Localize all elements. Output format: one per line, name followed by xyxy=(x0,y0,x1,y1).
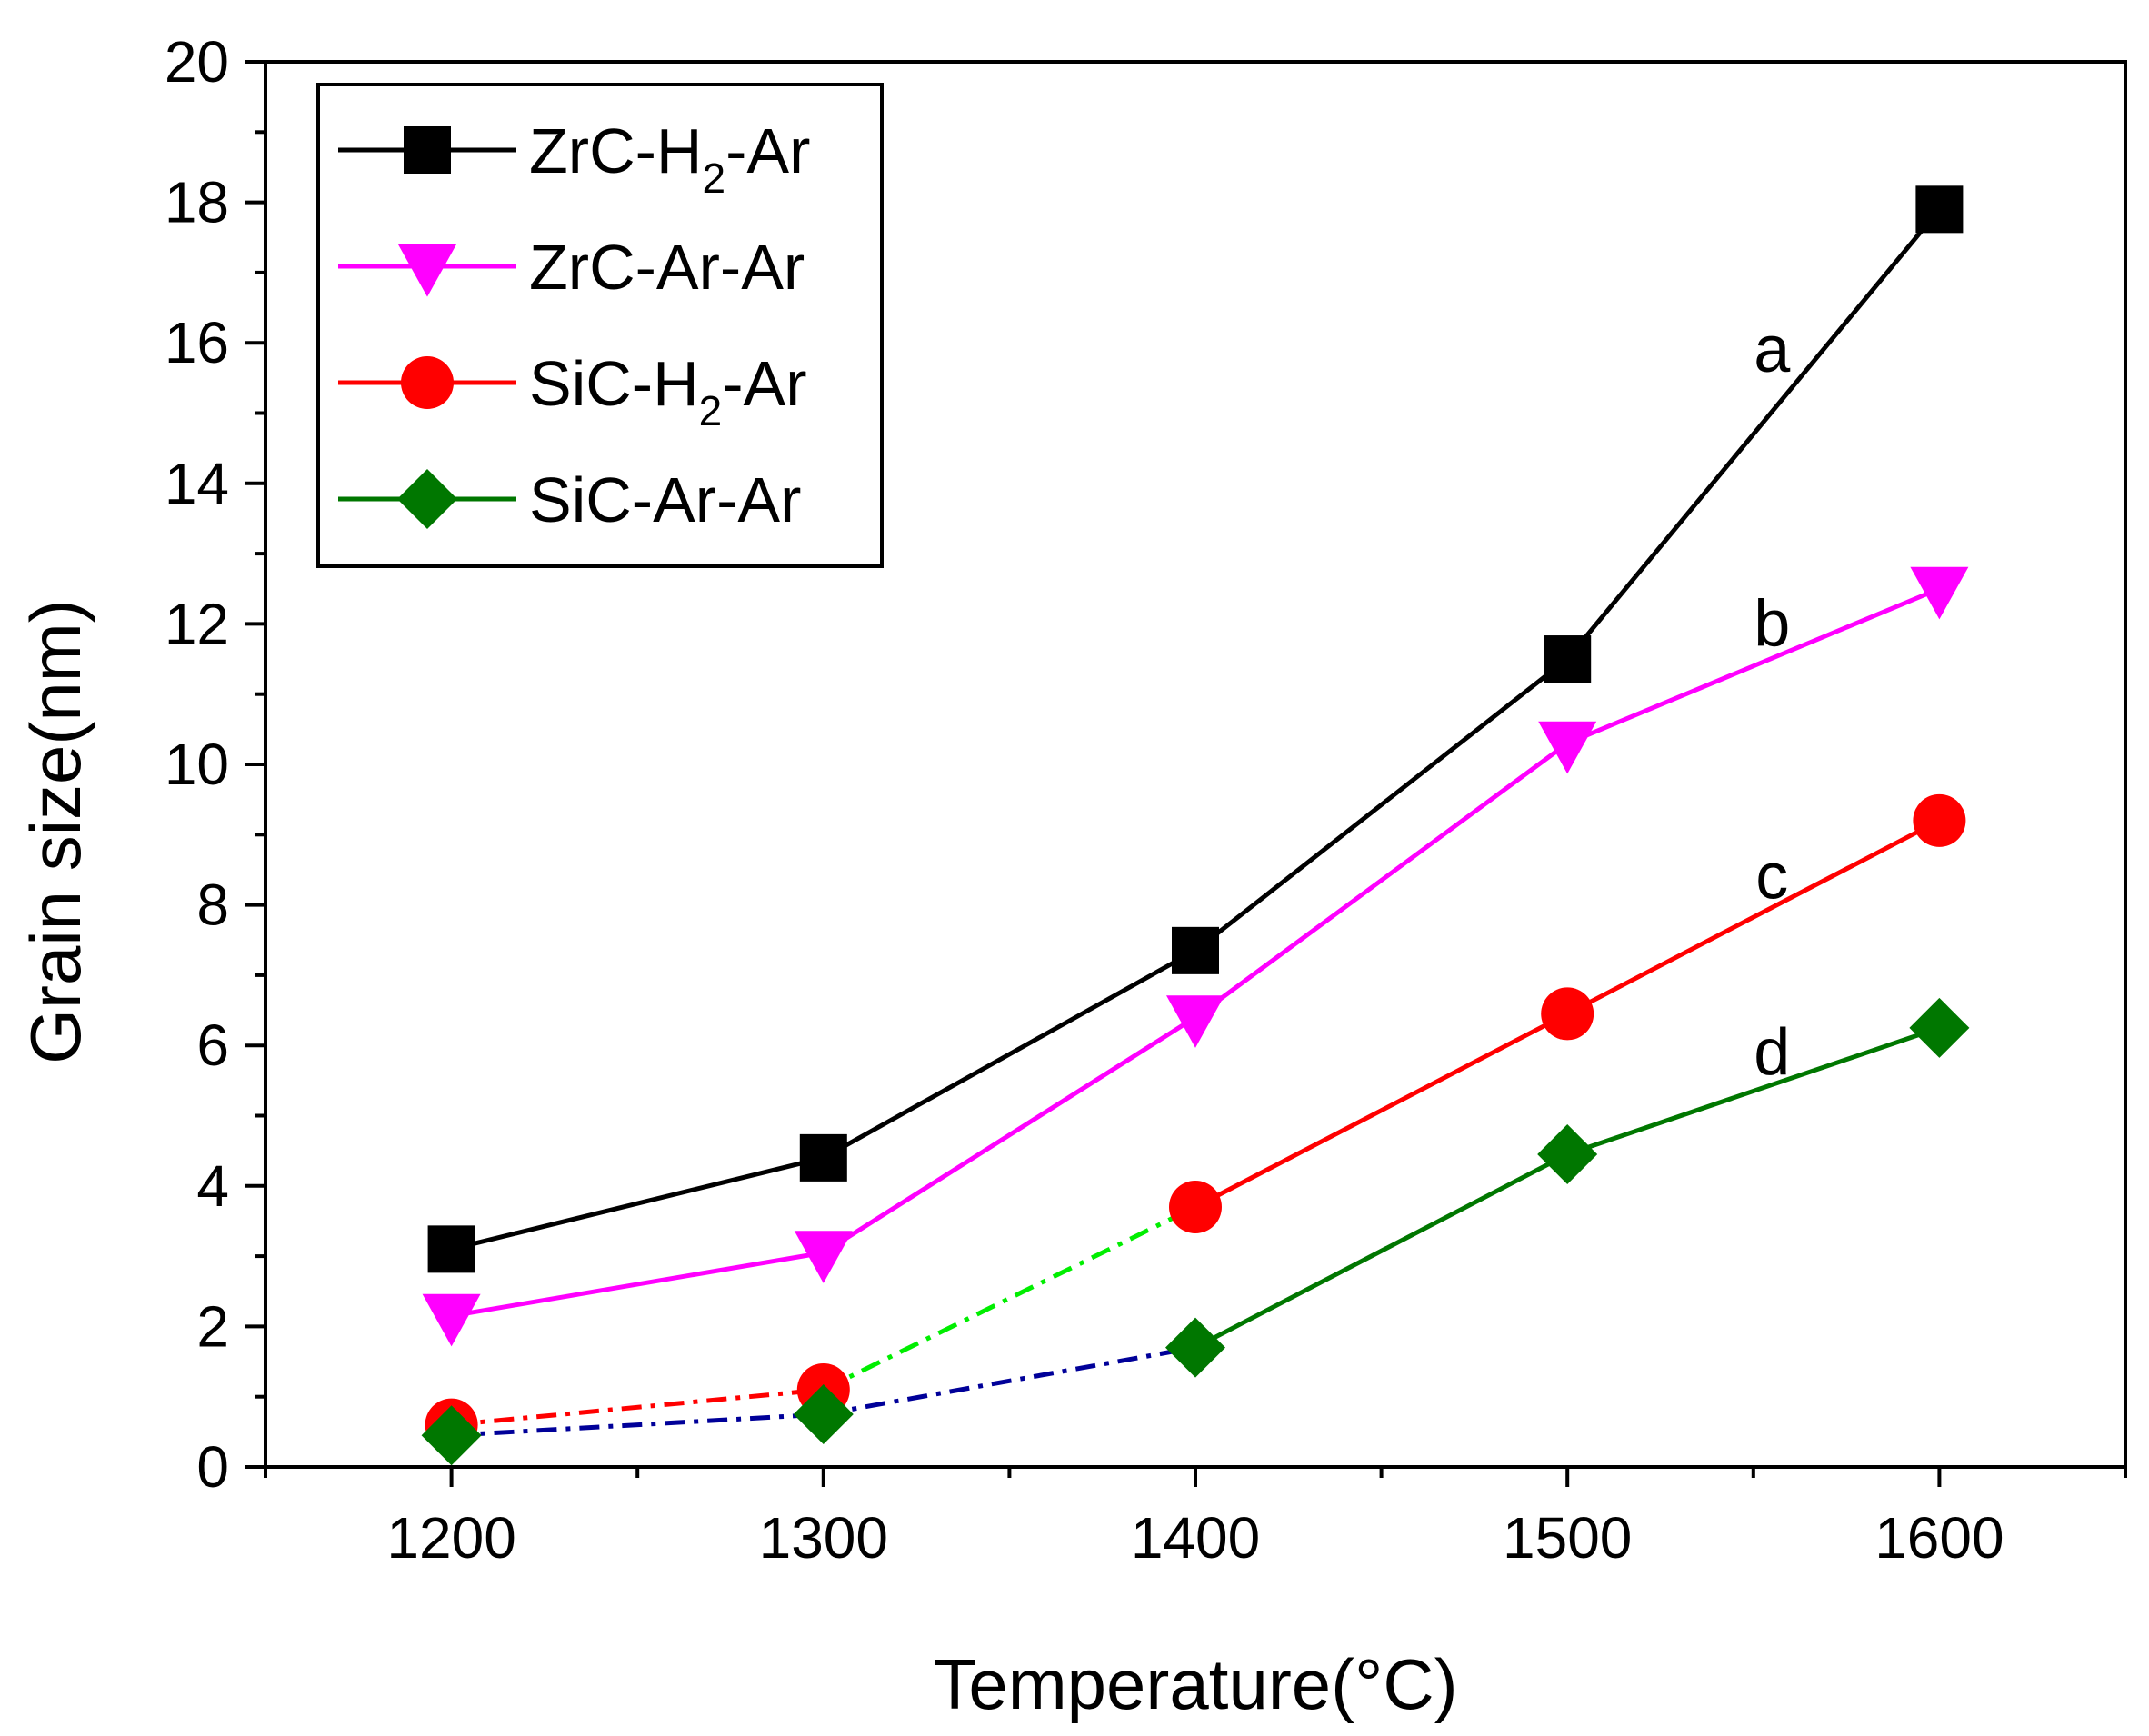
axes: 0 2 4 6 8 10 12 14 16 18 20 1200 1300 1400 1500 1600 xyxy=(165,29,2127,1571)
y-axis-title: Grain size(nm) xyxy=(15,599,95,1063)
data-point xyxy=(1909,997,1970,1058)
data-point xyxy=(427,1225,475,1273)
series-ZrC-H2-Ar xyxy=(427,185,1964,1273)
data-point xyxy=(1544,635,1592,683)
data-point xyxy=(1166,995,1224,1048)
y-tick-label: 0 xyxy=(196,1434,229,1500)
legend-item: ZrC-H2-Ar xyxy=(338,115,810,202)
y-tick-label: 18 xyxy=(165,170,229,235)
data-point xyxy=(1915,185,1964,234)
x-tick-label: 1400 xyxy=(1131,1505,1260,1571)
series-ZrC-Ar-Ar xyxy=(422,566,1969,1347)
y-tick-label: 16 xyxy=(165,310,229,375)
legend-marker xyxy=(401,356,454,409)
data-point xyxy=(1165,1317,1225,1378)
y-tick-label: 4 xyxy=(196,1153,229,1219)
data-point xyxy=(1913,793,1966,847)
y-tick-label: 10 xyxy=(165,732,229,797)
legend-label: ZrC-Ar-Ar xyxy=(529,232,805,303)
x-tick-label: 1500 xyxy=(1503,1505,1632,1571)
data-point xyxy=(421,1405,482,1466)
legend-label: ZrC-H2-Ar xyxy=(529,115,810,202)
legend-item: ZrC-Ar-Ar xyxy=(338,232,805,303)
dashed-segment xyxy=(451,1412,824,1438)
legend-marker xyxy=(397,469,457,529)
data-point xyxy=(1172,926,1219,974)
dashed-segment xyxy=(822,1204,1197,1392)
x-tick-label: 1300 xyxy=(759,1505,888,1571)
data-point xyxy=(793,1384,854,1445)
x-tick-label: 1600 xyxy=(1874,1505,2004,1571)
y-tick-label: 8 xyxy=(196,873,229,938)
data-point xyxy=(799,1133,847,1182)
data-point xyxy=(1538,721,1597,774)
x-axis-title: Temperature(°C) xyxy=(933,1644,1457,1724)
data-point xyxy=(1169,1180,1222,1233)
data-point xyxy=(794,1231,853,1283)
legend-item: SiC-H2-Ar xyxy=(338,348,807,434)
data-point xyxy=(1541,987,1594,1041)
series-layer xyxy=(421,185,1970,1466)
y-tick-label: 6 xyxy=(196,1013,229,1078)
curve-label-d: d xyxy=(1754,1016,1790,1089)
curve-label-b: b xyxy=(1754,587,1790,660)
curve-label-c: c xyxy=(1755,841,1788,913)
data-point xyxy=(1537,1124,1598,1185)
dashed-segment xyxy=(823,1345,1196,1417)
y-tick-label: 12 xyxy=(165,591,229,656)
legend-marker xyxy=(404,126,451,174)
curve-label-a: a xyxy=(1754,314,1791,386)
curve-labels: a b c d xyxy=(1754,314,1791,1089)
dashed-segment xyxy=(451,1387,825,1428)
data-point xyxy=(422,1293,481,1347)
legend: ZrC-H2-Ar ZrC-Ar-Ar SiC-H2-Ar SiC-Ar-Ar xyxy=(316,83,884,568)
y-tick-label: 20 xyxy=(165,29,229,95)
y-tick-label: 14 xyxy=(165,451,229,516)
series-SiC-Ar-Ar xyxy=(421,997,1970,1466)
legend-label: SiC-H2-Ar xyxy=(529,348,807,434)
legend-item: SiC-Ar-Ar xyxy=(338,464,801,535)
x-tick-label: 1200 xyxy=(386,1505,515,1571)
series-line xyxy=(1194,1025,1941,1350)
data-point xyxy=(1910,566,1969,620)
legend-marker xyxy=(398,244,456,297)
y-tick-label: 2 xyxy=(196,1293,229,1359)
legend-label: SiC-Ar-Ar xyxy=(529,464,801,535)
